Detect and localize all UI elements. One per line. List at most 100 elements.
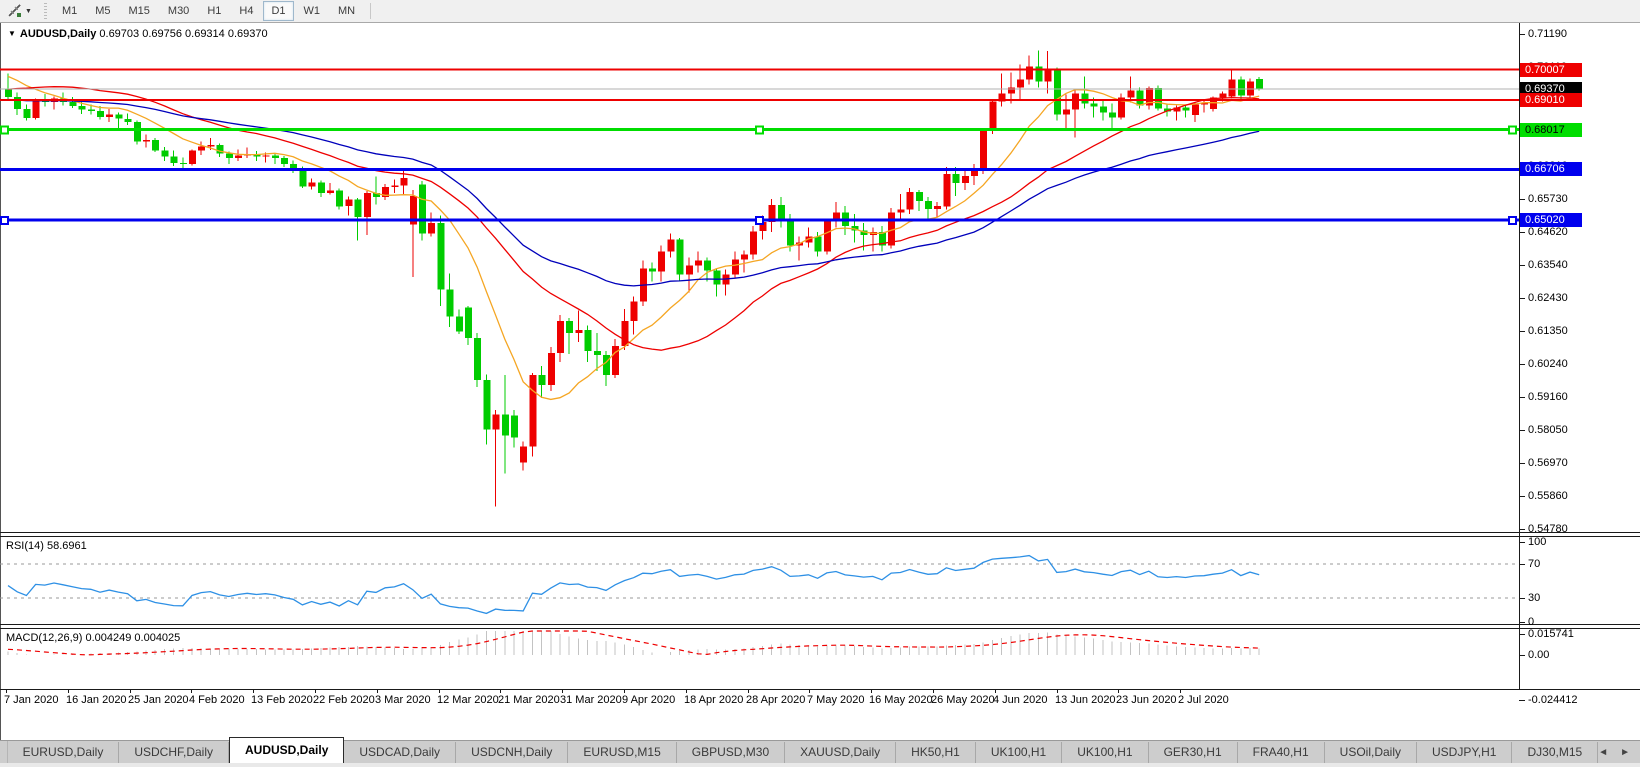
chart-tab-eurusd-m15[interactable]: EURUSD,M15 [568, 742, 677, 764]
chart-tab-usdjpy-h1[interactable]: USDJPY,H1 [1417, 742, 1513, 764]
rsi-tick-mark [1519, 598, 1525, 599]
window-separator[interactable] [0, 628, 1640, 629]
time-tick-label: 16 May 2020 [869, 694, 933, 706]
price-tick-mark [1519, 430, 1525, 431]
toolbar-grip[interactable] [43, 3, 47, 19]
price-badge: 0.69010 [1520, 93, 1582, 107]
line-selection-handle[interactable] [755, 125, 764, 135]
chart-tab-dj30-m15[interactable]: DJ30,M15 [1512, 742, 1599, 764]
candles-layer [5, 50, 1264, 507]
chart-tab-usdcad-daily[interactable]: USDCAD,Daily [344, 742, 457, 764]
time-tick-mark [253, 690, 254, 693]
timeframe-button-d1[interactable]: D1 [263, 1, 294, 21]
price-tick-mark [1519, 496, 1525, 497]
price-axis-line [1519, 23, 1520, 689]
price-tick-label: 0.63540 [1528, 259, 1568, 271]
rsi-canvas [0, 554, 1519, 615]
window-separator[interactable] [0, 536, 1640, 537]
time-tick-mark [315, 690, 316, 693]
chart-tab-audusd-daily[interactable]: AUDUSD,Daily [229, 737, 345, 764]
chart-tab-hk50-h1[interactable]: HK50,H1 [896, 742, 976, 764]
macd-tick-mark [1519, 655, 1525, 656]
chart-symbol-period: AUDUSD,Daily [19, 28, 97, 40]
timeframe-button-m15[interactable]: M15 [128, 5, 150, 17]
time-tick-mark [377, 690, 378, 693]
time-tick-mark [624, 690, 625, 693]
chart-ohlc-values: 0.69703 0.69756 0.69314 0.69370 [99, 28, 268, 40]
main-chart-canvas[interactable] [0, 23, 1519, 532]
rsi-tick-mark [1519, 622, 1525, 623]
chart-tab-ger30-h1[interactable]: GER30,H1 [1148, 742, 1238, 764]
dropdown-caret-icon[interactable]: ▼ [25, 7, 32, 15]
chart-tab-uk100-h1[interactable]: UK100,H1 [1062, 742, 1149, 764]
timeframe-buttons: M1 M5 M15 M30 H1 H4 D1 W1 MN [53, 1, 364, 21]
crosshair-tool-icon [8, 4, 21, 17]
price-tick-label: 0.56970 [1528, 457, 1568, 469]
rsi-tick-label: 100 [1528, 536, 1547, 548]
chart-tab-gbpusd-m30[interactable]: GBPUSD,M30 [676, 742, 786, 764]
chart-tab-bar: EURUSD,Daily USDCHF,Daily AUDUSD,Daily USDC… [0, 737, 1640, 764]
tab-scroll-right-icon[interactable]: ► [1620, 747, 1630, 758]
price-tick-label: 0.61350 [1528, 325, 1568, 337]
price-tick-label: 0.54780 [1528, 523, 1568, 535]
tab-bar-filler [0, 763, 1640, 767]
window-separator[interactable] [0, 532, 1640, 533]
chart-title-caret-icon[interactable]: ▼ [8, 29, 16, 38]
time-tick-label: 7 May 2020 [807, 694, 865, 706]
macd-tick-label: -0.024412 [1528, 694, 1578, 706]
macd-canvas [7, 630, 1260, 656]
line-selection-handle[interactable] [0, 125, 9, 135]
price-badge: 0.69370 [1520, 82, 1582, 96]
chart-stack [0, 23, 1640, 767]
timeframe-button-mn[interactable]: MN [338, 5, 356, 17]
time-tick-label: 4 Feb 2020 [189, 694, 245, 706]
timeframe-button-m1[interactable]: M1 [61, 5, 78, 17]
time-tick-label: 13 Jun 2020 [1055, 694, 1116, 706]
line-selection-handle[interactable] [1508, 125, 1517, 135]
chart-tab-usdchf-daily[interactable]: USDCHF,Daily [119, 742, 230, 764]
price-tick-label: 0.58050 [1528, 424, 1568, 436]
timeframe-button-m30[interactable]: M30 [167, 5, 190, 17]
time-tick-label: 21 Mar 2020 [498, 694, 560, 706]
rsi-tick-mark [1519, 564, 1525, 565]
timeframe-button-h4[interactable]: H4 [239, 5, 254, 17]
tab-bar-spacer [0, 741, 8, 764]
price-tick-label: 0.71190 [1528, 28, 1567, 40]
line-selection-handle[interactable] [0, 216, 9, 226]
price-tick-mark [1519, 232, 1525, 233]
price-tick-label: 0.62430 [1528, 292, 1568, 304]
time-tick-mark [439, 690, 440, 693]
ma-10-line [7, 75, 1260, 401]
chart-tool-button[interactable]: ▼ [3, 1, 36, 21]
line-selection-handle[interactable] [755, 216, 764, 226]
price-tick-mark [1519, 298, 1525, 299]
chart-tab-xauusd-daily[interactable]: XAUUSD,Daily [785, 742, 897, 764]
chart-tab-fra40-h1[interactable]: FRA40,H1 [1237, 742, 1325, 764]
window-separator[interactable] [0, 624, 1640, 625]
macd-tick-label: 0.00 [1528, 649, 1550, 661]
time-tick-label: 4 Jun 2020 [993, 694, 1048, 706]
time-tick-mark [500, 690, 501, 693]
macd-tick-label: 0.015741 [1528, 628, 1574, 640]
price-tick-label: 0.64620 [1528, 226, 1568, 238]
time-tick-label: 2 Jul 2020 [1178, 694, 1229, 706]
time-tick-mark [191, 690, 192, 693]
time-axis-line [0, 689, 1640, 690]
chart-tab-usoil-daily[interactable]: USOil,Daily [1324, 742, 1417, 764]
chart-tab-usdcnh-daily[interactable]: USDCNH,Daily [456, 742, 569, 764]
chart-tab-uk100-h1[interactable]: UK100,H1 [975, 742, 1063, 764]
chart-tab-eurusd-daily[interactable]: EURUSD,Daily [7, 742, 120, 764]
timeframe-button-m5[interactable]: M5 [95, 5, 111, 17]
tab-scroll-left-icon[interactable]: ◄ [1598, 747, 1609, 758]
macd-indicator-label: MACD(12,26,9) 0.004249 0.004025 [6, 632, 181, 644]
time-tick-label: 31 Mar 2020 [560, 694, 622, 706]
line-selection-handle[interactable] [1508, 216, 1517, 226]
price-tick-mark [1519, 529, 1525, 530]
timeframe-button-h1[interactable]: H1 [207, 5, 222, 17]
time-tick-label: 7 Jan 2020 [4, 694, 59, 706]
rsi-indicator-label: RSI(14) 58.6961 [6, 540, 87, 552]
price-tick-mark [1519, 463, 1525, 464]
time-tick-label: 26 May 2020 [931, 694, 995, 706]
timeframe-button-w1[interactable]: W1 [303, 5, 321, 17]
time-tick-label: 23 Jun 2020 [1116, 694, 1177, 706]
